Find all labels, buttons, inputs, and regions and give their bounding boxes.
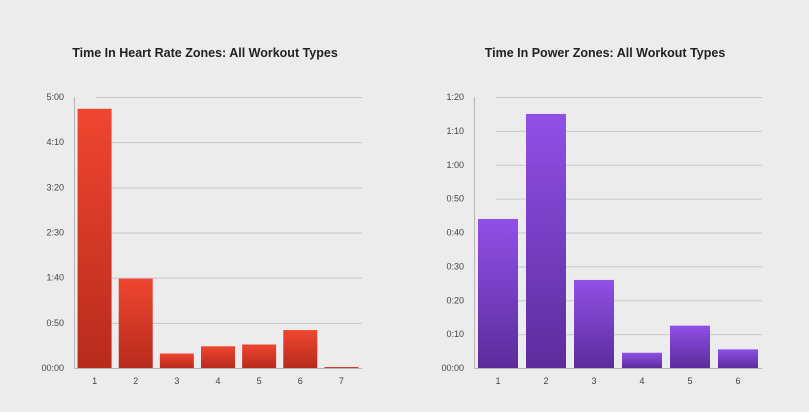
x-tick-label: 1 xyxy=(92,376,97,386)
bar-zone-2 xyxy=(526,113,566,368)
x-tick-label: 2 xyxy=(543,376,548,386)
x-tick-label: 7 xyxy=(339,376,344,386)
y-tick-label: 0:10 xyxy=(446,329,464,339)
x-tick-label: 6 xyxy=(735,376,740,386)
y-tick-label: 5:00 xyxy=(46,92,64,102)
bar-zone-5 xyxy=(670,325,710,368)
heart-rate-zones-chart: Time In Heart Rate Zones: All Workout Ty… xyxy=(41,46,362,386)
bar-zone-3 xyxy=(574,279,614,368)
y-tick-label: 0:40 xyxy=(446,228,464,238)
x-tick-label: 3 xyxy=(591,376,596,386)
y-tick-label: 0:20 xyxy=(446,295,464,305)
bar-zone-3 xyxy=(159,353,194,368)
bar-zone-5 xyxy=(242,344,277,368)
y-tick-label: 3:20 xyxy=(46,182,64,192)
y-tick-label: 1:00 xyxy=(446,160,464,170)
power-zones-chart: Time In Power Zones: All Workout Types 0… xyxy=(441,46,762,386)
y-tick-label: 0:50 xyxy=(446,194,464,204)
y-tick-label: 0:30 xyxy=(446,261,464,271)
y-tick-label: 4:10 xyxy=(46,137,64,147)
y-tick-label: 2:30 xyxy=(46,228,64,238)
y-tick-label: 00:00 xyxy=(441,363,464,373)
bar-zone-4 xyxy=(622,352,662,368)
y-tick-label: 1:20 xyxy=(446,92,464,102)
x-tick-label: 2 xyxy=(133,376,138,386)
x-tick-label: 4 xyxy=(639,376,644,386)
bar-zone-2 xyxy=(118,278,153,368)
x-tick-label: 6 xyxy=(298,376,303,386)
y-tick-label: 00:00 xyxy=(41,363,64,373)
bar-zone-6 xyxy=(718,349,758,368)
x-tick-label: 4 xyxy=(215,376,220,386)
x-tick-label: 3 xyxy=(174,376,179,386)
x-tick-label: 5 xyxy=(687,376,692,386)
y-tick-label: 1:10 xyxy=(446,126,464,136)
y-tick-label: 1:40 xyxy=(46,273,64,283)
bar-zone-1 xyxy=(478,218,518,368)
x-tick-label: 5 xyxy=(257,376,262,386)
chart-title: Time In Power Zones: All Workout Types xyxy=(485,46,726,60)
bar-zone-7 xyxy=(324,367,359,368)
bar-zone-1 xyxy=(77,108,112,368)
bar-zone-6 xyxy=(283,330,318,368)
y-tick-label: 0:50 xyxy=(46,318,64,328)
bar-zone-4 xyxy=(201,346,235,368)
chart-title: Time In Heart Rate Zones: All Workout Ty… xyxy=(72,46,338,60)
x-tick-label: 1 xyxy=(495,376,500,386)
